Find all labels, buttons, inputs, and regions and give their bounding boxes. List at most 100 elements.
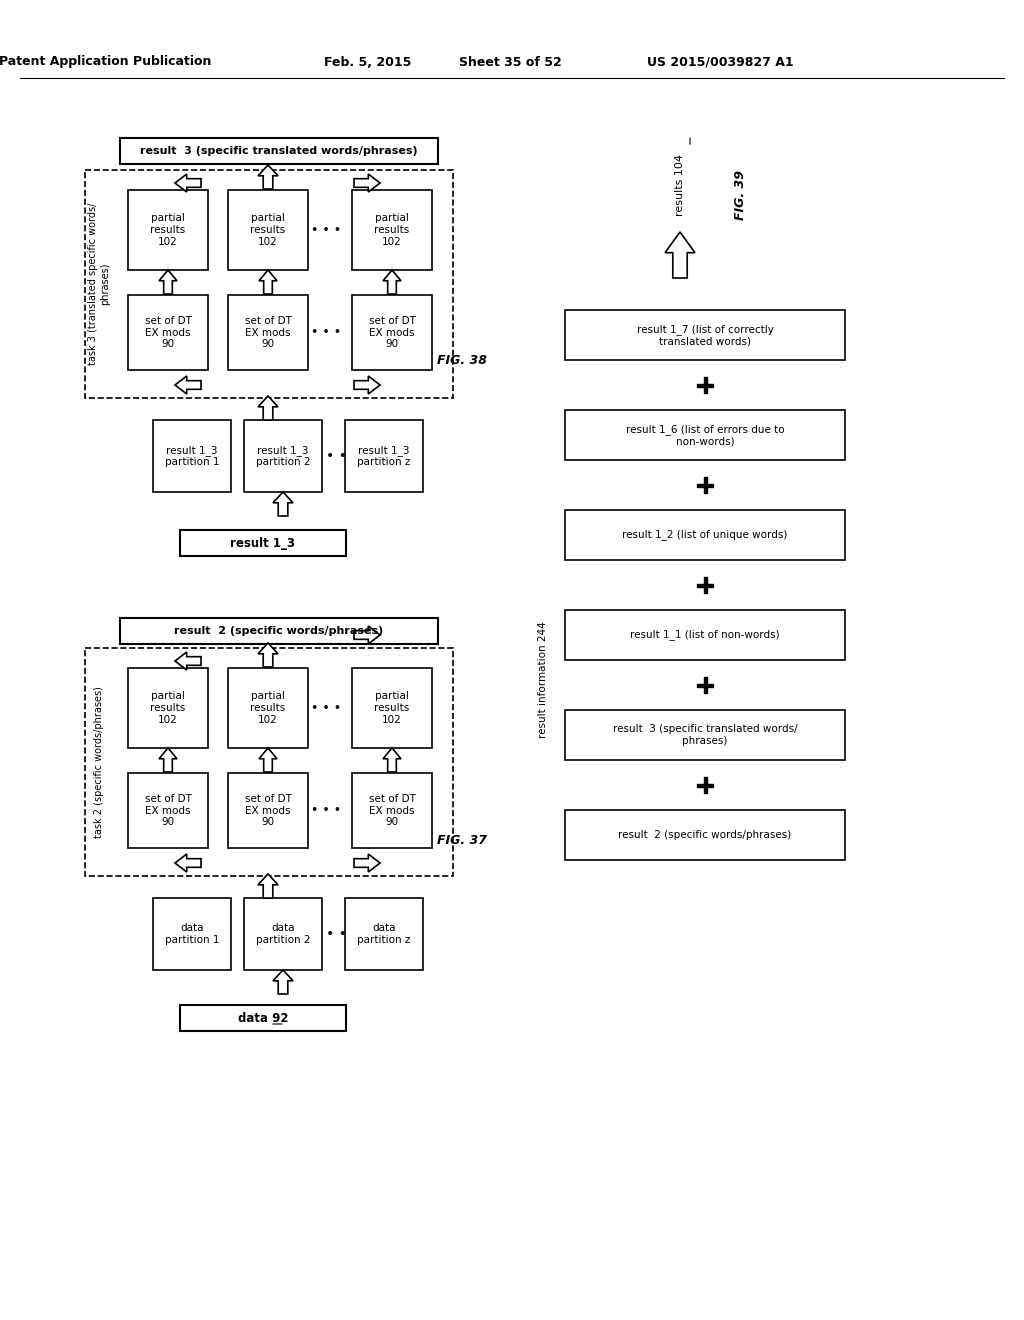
- Polygon shape: [273, 492, 293, 516]
- Bar: [697, 784, 713, 787]
- Text: data
partition z: data partition z: [357, 923, 411, 945]
- Text: Feb. 5, 2015: Feb. 5, 2015: [325, 55, 412, 69]
- Text: result 1_1 (list of non-words): result 1_1 (list of non-words): [630, 630, 780, 640]
- Text: partial
results
102: partial results 102: [375, 214, 410, 247]
- Bar: [703, 477, 707, 492]
- Bar: [565, 510, 845, 560]
- Text: US 2015/0039827 A1: US 2015/0039827 A1: [647, 55, 794, 69]
- Text: set of DT
EX mods
90: set of DT EX mods 90: [144, 315, 191, 348]
- Polygon shape: [383, 748, 401, 772]
- Polygon shape: [159, 271, 177, 294]
- Polygon shape: [258, 165, 278, 189]
- Text: set of DT
EX mods
90: set of DT EX mods 90: [144, 793, 191, 828]
- Polygon shape: [258, 396, 278, 420]
- Text: • • •: • • •: [311, 326, 341, 339]
- Bar: [128, 294, 208, 370]
- Bar: [352, 190, 432, 271]
- Text: FIG. 38: FIG. 38: [437, 354, 487, 367]
- Text: Patent Application Publication: Patent Application Publication: [0, 55, 211, 69]
- Polygon shape: [175, 174, 201, 191]
- Bar: [228, 294, 308, 370]
- Bar: [703, 677, 707, 693]
- Bar: [180, 531, 346, 556]
- Bar: [352, 294, 432, 370]
- Text: result  3 (specific translated words/
phrases): result 3 (specific translated words/ phr…: [612, 725, 798, 746]
- Polygon shape: [175, 854, 201, 873]
- Bar: [345, 898, 423, 970]
- Polygon shape: [258, 874, 278, 898]
- Text: result  3 (specific translated words/phrases): result 3 (specific translated words/phra…: [140, 147, 418, 156]
- Bar: [697, 583, 713, 586]
- Bar: [565, 810, 845, 861]
- Polygon shape: [354, 626, 380, 644]
- Bar: [180, 1005, 346, 1031]
- Bar: [128, 190, 208, 271]
- Text: results 104: results 104: [675, 154, 685, 216]
- Bar: [703, 378, 707, 393]
- Text: task 3 (translated specific words/
phrases): task 3 (translated specific words/ phras…: [88, 203, 110, 366]
- Text: result 1_3
partition 1: result 1_3 partition 1: [165, 445, 219, 467]
- Polygon shape: [259, 271, 278, 294]
- Bar: [697, 483, 713, 487]
- Bar: [345, 420, 423, 492]
- Polygon shape: [159, 748, 177, 772]
- Text: data 92: data 92: [238, 1011, 288, 1024]
- Bar: [697, 684, 713, 686]
- Polygon shape: [175, 376, 201, 393]
- Polygon shape: [354, 854, 380, 873]
- Bar: [703, 777, 707, 793]
- Bar: [128, 668, 208, 748]
- Text: result 1_3
partition 2: result 1_3 partition 2: [256, 445, 310, 467]
- Bar: [228, 668, 308, 748]
- Polygon shape: [273, 970, 293, 994]
- Bar: [120, 139, 438, 164]
- Text: set of DT
EX mods
90: set of DT EX mods 90: [245, 793, 292, 828]
- Bar: [703, 577, 707, 593]
- Text: • •: • •: [326, 449, 346, 463]
- Bar: [120, 618, 438, 644]
- Bar: [228, 190, 308, 271]
- Text: partial
results
102: partial results 102: [251, 214, 286, 247]
- Text: partial
results
102: partial results 102: [375, 692, 410, 725]
- Text: result 1_3: result 1_3: [230, 536, 296, 549]
- Text: result 1_6 (list of errors due to
non-words): result 1_6 (list of errors due to non-wo…: [626, 424, 784, 446]
- Text: • • •: • • •: [311, 223, 341, 236]
- Text: FIG. 39: FIG. 39: [733, 170, 746, 220]
- Bar: [85, 170, 453, 399]
- Text: result information 244: result information 244: [538, 622, 548, 738]
- Polygon shape: [354, 376, 380, 393]
- Bar: [565, 411, 845, 459]
- Text: result 1_3
partition z: result 1_3 partition z: [357, 445, 411, 467]
- Text: data
partition 2: data partition 2: [256, 923, 310, 945]
- Polygon shape: [354, 174, 380, 191]
- Polygon shape: [175, 652, 201, 671]
- Bar: [697, 384, 713, 387]
- Bar: [352, 774, 432, 847]
- Text: result 1_2 (list of unique words): result 1_2 (list of unique words): [623, 529, 787, 540]
- Bar: [565, 710, 845, 760]
- Bar: [228, 774, 308, 847]
- Text: • •: • •: [326, 927, 346, 941]
- Text: Sheet 35 of 52: Sheet 35 of 52: [459, 55, 561, 69]
- Text: FIG. 37: FIG. 37: [437, 833, 487, 846]
- Text: partial
results
102: partial results 102: [251, 692, 286, 725]
- Text: partial
results
102: partial results 102: [151, 214, 185, 247]
- Text: set of DT
EX mods
90: set of DT EX mods 90: [245, 315, 292, 348]
- Bar: [244, 420, 322, 492]
- Text: set of DT
EX mods
90: set of DT EX mods 90: [369, 315, 416, 348]
- Bar: [565, 310, 845, 360]
- Bar: [128, 774, 208, 847]
- Text: set of DT
EX mods
90: set of DT EX mods 90: [369, 793, 416, 828]
- Text: • • •: • • •: [311, 701, 341, 714]
- Polygon shape: [259, 748, 278, 772]
- Text: task 2 (specific words/phrases): task 2 (specific words/phrases): [94, 686, 104, 838]
- Polygon shape: [665, 232, 695, 279]
- Polygon shape: [258, 643, 278, 667]
- Text: result  2 (specific words/phrases): result 2 (specific words/phrases): [174, 626, 384, 636]
- Bar: [85, 648, 453, 876]
- Bar: [352, 668, 432, 748]
- Bar: [244, 898, 322, 970]
- Text: partial
results
102: partial results 102: [151, 692, 185, 725]
- Bar: [153, 420, 231, 492]
- Bar: [153, 898, 231, 970]
